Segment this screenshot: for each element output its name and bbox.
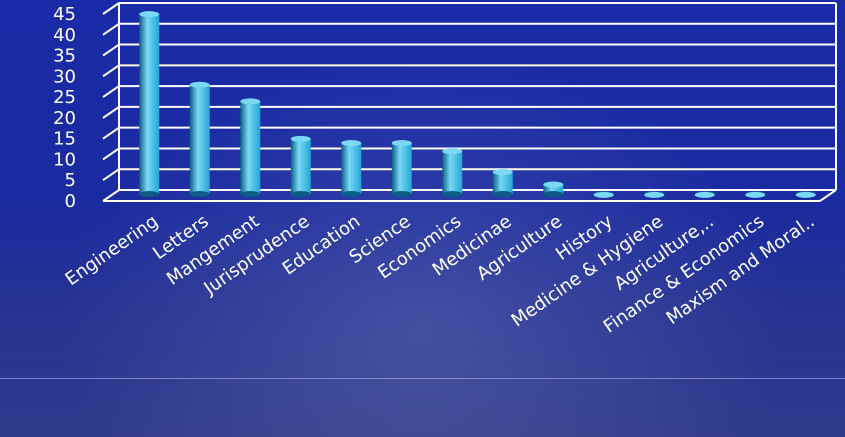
y-tick-label: 0	[65, 191, 76, 212]
grid-diagonal	[102, 43, 120, 57]
bar-body	[492, 172, 513, 194]
bar-top	[442, 148, 463, 155]
bar-top	[593, 191, 614, 198]
grid-diagonal	[102, 147, 120, 161]
bar-body	[240, 101, 261, 194]
bar	[795, 191, 816, 198]
y-tick-label: 5	[65, 170, 76, 191]
bar-base	[240, 191, 261, 197]
bar	[745, 191, 766, 198]
bar	[644, 191, 665, 198]
bar	[189, 81, 210, 197]
bar-base	[139, 191, 160, 197]
bars	[139, 11, 816, 198]
x-tick-label: Engineering	[62, 211, 163, 290]
grid-diagonal	[102, 64, 120, 78]
bar-base	[442, 191, 463, 197]
x-axis-labels: EngineeringLettersMangementJurisprudence…	[62, 211, 819, 338]
bar-top	[189, 81, 210, 88]
bar-base	[341, 191, 362, 197]
bar-top	[391, 139, 412, 146]
bar-top	[139, 11, 160, 18]
bar-top	[341, 139, 362, 146]
bar-top	[240, 98, 261, 105]
grid-diagonal	[102, 85, 120, 98]
grid-diagonal	[102, 126, 120, 140]
grid-diagonal	[102, 22, 120, 36]
bar-top	[795, 191, 816, 198]
bar-base	[543, 191, 564, 197]
grid-diagonal	[102, 168, 120, 182]
grid-diagonal	[102, 2, 120, 15]
y-tick-label: 30	[53, 66, 76, 87]
y-tick-label: 20	[53, 108, 76, 129]
bar-top	[290, 135, 311, 142]
bar-top	[492, 169, 513, 176]
bar-top	[745, 191, 766, 198]
bar	[543, 181, 564, 197]
bar-top	[644, 191, 665, 198]
bar	[290, 135, 311, 197]
bar	[391, 139, 412, 197]
bar	[442, 148, 463, 197]
bar-body	[139, 14, 160, 195]
floor-right-edge	[819, 189, 837, 202]
bar	[341, 139, 362, 197]
bar-body	[189, 84, 210, 194]
bar-body	[442, 151, 463, 194]
bar-top	[694, 191, 715, 198]
y-tick-label: 40	[53, 25, 76, 46]
grid-diagonal	[102, 189, 120, 202]
bar-body	[543, 184, 564, 194]
y-tick-label: 10	[53, 149, 76, 170]
y-tick-label: 15	[53, 129, 76, 150]
bar-base	[492, 191, 513, 197]
bar-body	[341, 142, 362, 194]
bar-base	[391, 191, 412, 197]
bar-top	[543, 181, 564, 188]
y-tick-label: 45	[53, 4, 76, 25]
bar	[240, 98, 261, 197]
bar-base	[290, 191, 311, 197]
bar	[492, 169, 513, 197]
bar-body	[290, 138, 311, 194]
y-tick-label: 25	[53, 87, 76, 108]
grid-lines	[102, 2, 837, 202]
divider-line	[0, 378, 845, 379]
bar-base	[189, 191, 210, 197]
bar	[593, 191, 614, 198]
bar	[139, 11, 160, 197]
bar-body	[391, 142, 412, 194]
bar	[694, 191, 715, 198]
grid-diagonal	[102, 106, 120, 119]
y-tick-label: 35	[53, 46, 76, 67]
